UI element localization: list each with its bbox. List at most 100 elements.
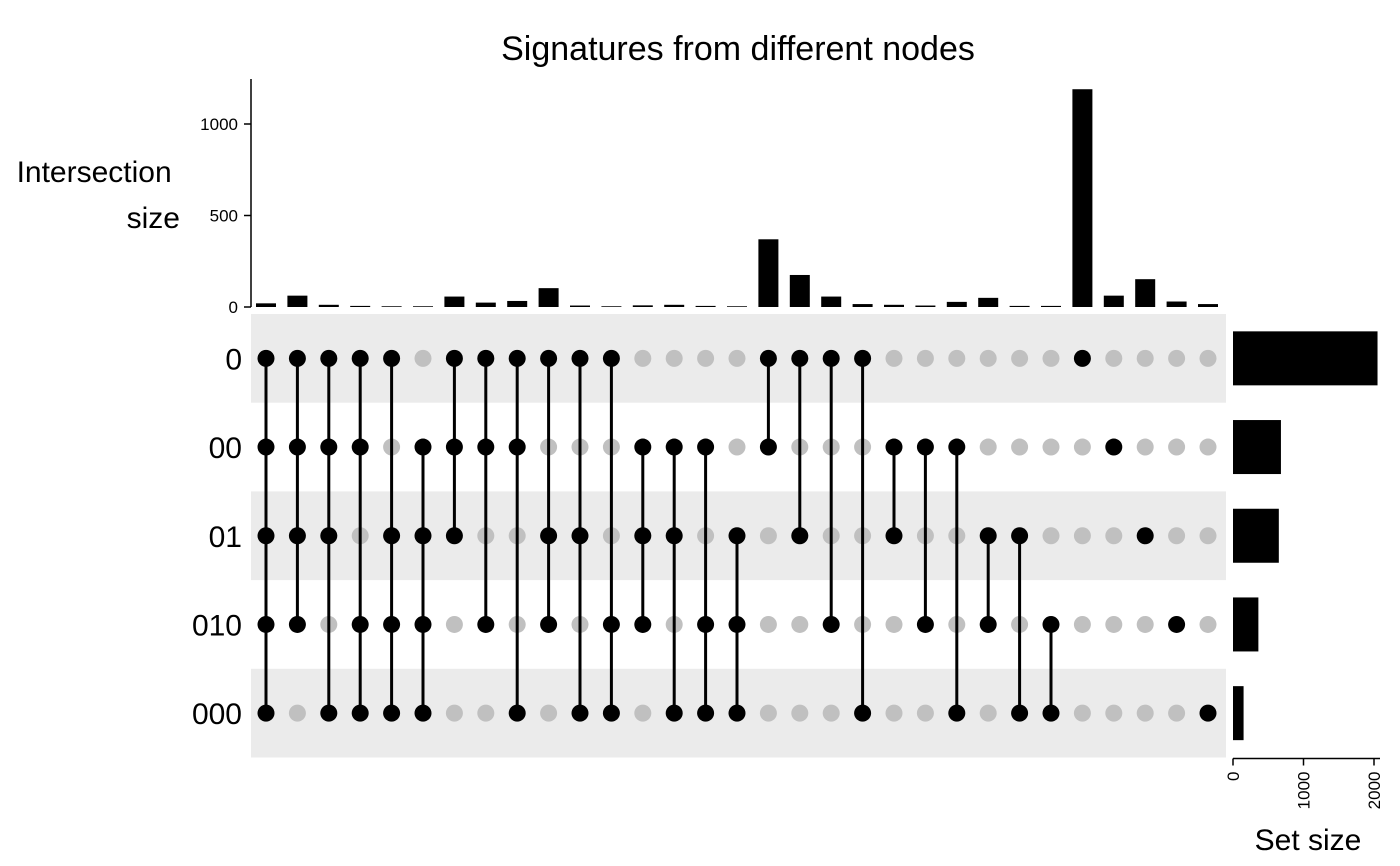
- matrix-dot-inactive: [885, 349, 903, 367]
- matrix-dot-active: [665, 438, 683, 456]
- matrix-dot-active: [697, 615, 715, 633]
- matrix-dot-active: [885, 438, 903, 456]
- matrix-dot-active: [257, 527, 275, 545]
- matrix-dot-inactive: [1042, 527, 1060, 545]
- intersection-bar: [570, 305, 590, 307]
- set-size-bar-01: [1233, 508, 1279, 563]
- matrix-dot-inactive: [759, 704, 777, 722]
- matrix-dot-inactive: [885, 704, 903, 722]
- intersection-bar: [507, 300, 528, 307]
- matrix-dot-active: [634, 615, 652, 633]
- matrix-dot-active: [1011, 527, 1029, 545]
- matrix-dot-inactive: [791, 615, 809, 633]
- matrix-dot-active: [414, 615, 432, 633]
- matrix-dot-active: [288, 438, 306, 456]
- matrix-dot-active: [1073, 349, 1091, 367]
- matrix-dot-inactive: [634, 704, 652, 722]
- matrix-dot-inactive: [1199, 349, 1217, 367]
- intersection-bar: [475, 302, 496, 307]
- matrix-dot-active: [288, 527, 306, 545]
- matrix-dot-inactive: [1073, 438, 1091, 456]
- matrix-dot-active: [414, 438, 432, 456]
- matrix-dot-active: [351, 438, 369, 456]
- matrix-dot-inactive: [979, 704, 997, 722]
- matrix-dot-inactive: [1105, 527, 1123, 545]
- matrix-dot-inactive: [697, 349, 715, 367]
- intersection-matrix: [257, 349, 1217, 722]
- matrix-dot-inactive: [759, 527, 777, 545]
- matrix-dot-active: [257, 615, 275, 633]
- intersection-axis-label-line2: size: [127, 202, 180, 235]
- set-size-bar-000: [1233, 686, 1244, 741]
- matrix-dot-active: [1011, 704, 1029, 722]
- set-label-010: 010: [192, 609, 242, 642]
- matrix-dot-inactive: [1168, 527, 1186, 545]
- matrix-dot-active: [822, 615, 840, 633]
- matrix-dot-active: [508, 438, 526, 456]
- matrix-dot-inactive: [728, 438, 746, 456]
- matrix-dot-inactive: [288, 704, 306, 722]
- set-size-axis-label: Set size: [1255, 824, 1362, 857]
- set-label-000: 000: [192, 698, 242, 731]
- intersection-bar: [664, 304, 685, 307]
- matrix-dot-active: [822, 349, 840, 367]
- matrix-dot-active: [351, 615, 369, 633]
- intersection-bar: [287, 295, 308, 307]
- matrix-dot-active: [916, 438, 934, 456]
- intersection-bar: [884, 304, 904, 307]
- matrix-dot-inactive: [1199, 615, 1217, 633]
- matrix-dot-active: [414, 527, 432, 545]
- intersection-bar: [915, 305, 936, 307]
- matrix-dot-inactive: [979, 349, 997, 367]
- intersection-bar: [821, 296, 842, 307]
- intersection-bar: [1166, 301, 1187, 307]
- matrix-dot-active: [634, 438, 652, 456]
- matrix-dot-inactive: [1168, 704, 1186, 722]
- matrix-dot-active: [477, 349, 495, 367]
- set-axis-tick-label: 1000: [1295, 772, 1314, 810]
- set-axis-tick-label: 2000: [1365, 772, 1384, 810]
- matrix-dot-active: [791, 527, 809, 545]
- matrix-dot-active: [948, 704, 966, 722]
- intersection-bar: [1009, 305, 1030, 307]
- intersection-axis-label: Intersection size: [17, 156, 180, 235]
- matrix-dot-active: [477, 438, 495, 456]
- matrix-dot-active: [854, 704, 872, 722]
- intersection-bar: [256, 303, 276, 307]
- matrix-dot-active: [445, 527, 463, 545]
- matrix-dot-inactive: [1105, 615, 1123, 633]
- matrix-dot-inactive: [1168, 349, 1186, 367]
- intersection-bar: [695, 305, 716, 307]
- matrix-dot-inactive: [1073, 615, 1091, 633]
- matrix-dot-inactive: [1136, 438, 1154, 456]
- intersection-bar: [444, 296, 465, 307]
- set-axis-tick-label: 0: [1224, 772, 1243, 781]
- matrix-dot-inactive: [1073, 527, 1091, 545]
- matrix-dot-inactive: [1105, 704, 1123, 722]
- matrix-dot-inactive: [477, 704, 495, 722]
- intersection-bar: [758, 239, 779, 307]
- matrix-dot-active: [257, 438, 275, 456]
- matrix-dot-active: [979, 615, 997, 633]
- matrix-dot-active: [916, 615, 934, 633]
- intersection-bar: [350, 305, 371, 307]
- matrix-dot-inactive: [916, 704, 934, 722]
- matrix-dot-inactive: [1136, 704, 1154, 722]
- matrix-dot-active: [320, 704, 338, 722]
- matrix-dot-active: [351, 349, 369, 367]
- matrix-dot-inactive: [445, 615, 463, 633]
- matrix-dot-active: [477, 615, 495, 633]
- intersection-size-axis: 0 500 1000: [200, 79, 252, 317]
- matrix-dot-inactive: [791, 704, 809, 722]
- matrix-dot-active: [383, 615, 401, 633]
- matrix-dot-inactive: [885, 615, 903, 633]
- matrix-dot-active: [320, 349, 338, 367]
- set-label-00: 00: [209, 432, 242, 465]
- intersection-bar: [381, 306, 402, 307]
- intersection-bar: [1135, 279, 1156, 307]
- matrix-dot-inactive: [1168, 438, 1186, 456]
- intersection-bar: [538, 288, 559, 307]
- matrix-dot-active: [257, 349, 275, 367]
- matrix-dot-inactive: [916, 349, 934, 367]
